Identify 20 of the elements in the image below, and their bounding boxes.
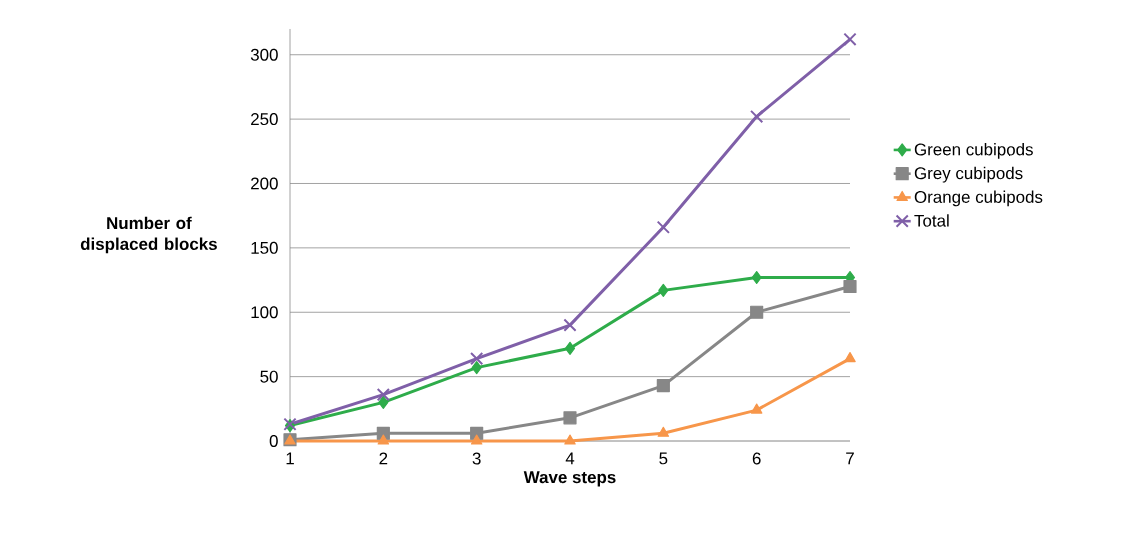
legend-label: Grey cubipods [914, 166, 1023, 183]
y-tick-label: 250 [251, 113, 278, 126]
y-tick-label: 300 [250, 48, 278, 61]
x-tick-label: 7 [846, 452, 854, 465]
x-tick-label: 2 [379, 452, 388, 465]
legend-label: Orange cubipods [914, 190, 1043, 207]
x-tick-label: 5 [659, 452, 668, 465]
y-tick-label: 200 [251, 177, 278, 190]
y-tick-label: 150 [251, 241, 278, 254]
y-tick-label: 0 [269, 435, 278, 447]
y-axis-title: Number of displaced blocks [80, 216, 217, 254]
y-tick-label: 100 [251, 306, 278, 319]
legend-label: Total [914, 214, 949, 227]
y-tick-label: 50 [260, 370, 278, 383]
x-tick-label: 4 [565, 452, 575, 465]
x-tick-label: 3 [472, 452, 481, 465]
x-axis-title: Wave steps [523, 471, 616, 487]
legend-label: Green cubipods [914, 143, 1033, 159]
x-tick-label: 1 [286, 452, 294, 465]
x-tick-label: 6 [752, 452, 761, 465]
